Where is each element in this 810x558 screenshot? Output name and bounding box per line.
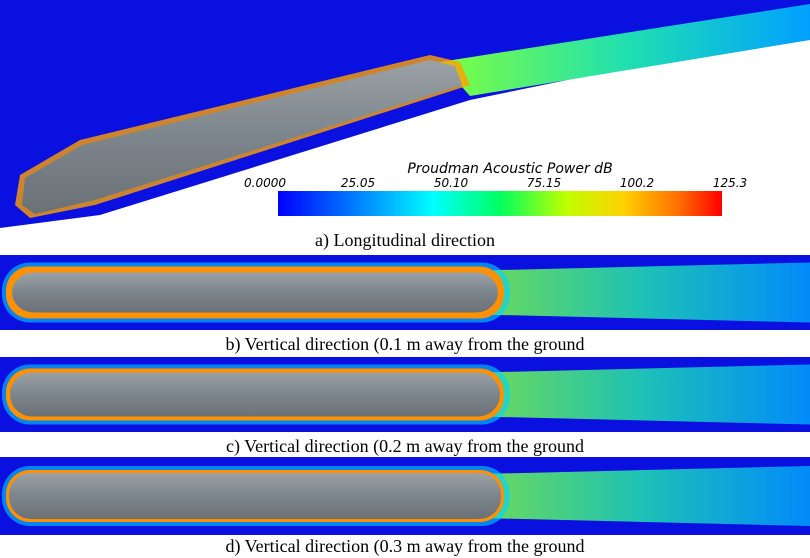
colorbar-tick-label: 50.10 — [434, 176, 469, 190]
caption: a) Longitudinal direction — [315, 230, 495, 251]
colorbar-tick-label: 75.15 — [527, 176, 561, 190]
train-body — [10, 372, 500, 417]
caption: c) Vertical direction (0.2 m away from t… — [226, 436, 584, 457]
caption: d) Vertical direction (0.3 m away from t… — [225, 536, 584, 557]
panel-image — [0, 255, 810, 330]
colorbar-tick-label: 125.3 — [713, 176, 747, 190]
caption: b) Vertical direction (0.1 m away from t… — [225, 334, 584, 355]
colorbar — [278, 191, 722, 216]
colorbar-tick-label: 25.05 — [341, 176, 375, 190]
train-body — [9, 473, 501, 519]
wake — [480, 262, 810, 323]
wake — [480, 364, 810, 425]
colorbar-tick-label: 0.0000 — [244, 176, 286, 190]
panel-a-image — [0, 0, 810, 228]
colorbar-title: Proudman Acoustic Power dB — [407, 161, 612, 177]
wake — [480, 466, 810, 526]
colorbar-tick-label: 100.2 — [620, 176, 654, 190]
panel-image — [0, 457, 810, 535]
train-body — [12, 272, 498, 313]
panel-image — [0, 357, 810, 432]
